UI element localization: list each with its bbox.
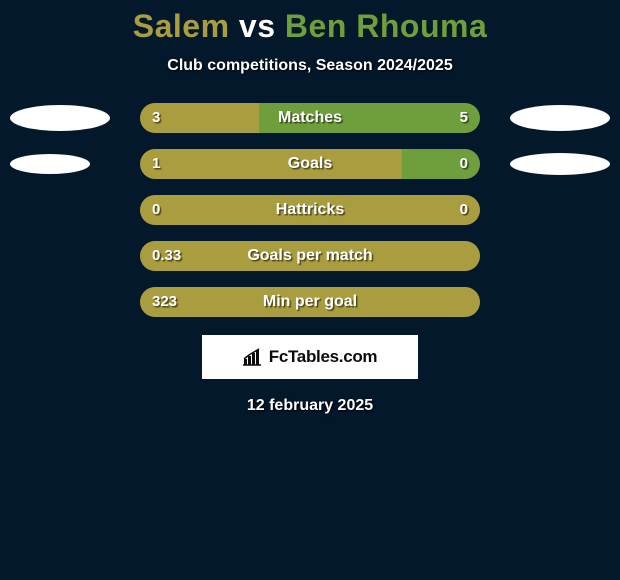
title-vs: vs: [239, 8, 276, 44]
stat-row: 0.33Goals per match: [0, 241, 620, 271]
stats-rows: 35Matches 10Goals 00Hattricks 0.33Goals per…: [0, 103, 620, 317]
player-avatar-left: [10, 154, 90, 174]
stat-label: Goals: [140, 149, 480, 179]
bar-chart-icon: [243, 348, 265, 366]
brand-badge: FcTables.com: [202, 335, 418, 379]
stat-row: 00Hattricks: [0, 195, 620, 225]
title-player1: Salem: [133, 8, 230, 44]
player-avatar-right: [510, 153, 610, 175]
infographic-container: Salem vs Ben Rhouma Club competitions, S…: [0, 0, 620, 415]
stat-label: Min per goal: [140, 287, 480, 317]
stat-row: 35Matches: [0, 103, 620, 133]
stat-label: Goals per match: [140, 241, 480, 271]
title-player2: Ben Rhouma: [285, 8, 487, 44]
player-avatar-right: [510, 105, 610, 131]
date-label: 12 february 2025: [0, 397, 620, 415]
stat-label: Matches: [140, 103, 480, 133]
page-title: Salem vs Ben Rhouma: [0, 8, 620, 45]
brand-text: FcTables.com: [269, 347, 378, 367]
player-avatar-left: [10, 105, 110, 131]
stat-row: 323Min per goal: [0, 287, 620, 317]
stat-label: Hattricks: [140, 195, 480, 225]
stat-row: 10Goals: [0, 149, 620, 179]
subtitle: Club competitions, Season 2024/2025: [0, 57, 620, 75]
